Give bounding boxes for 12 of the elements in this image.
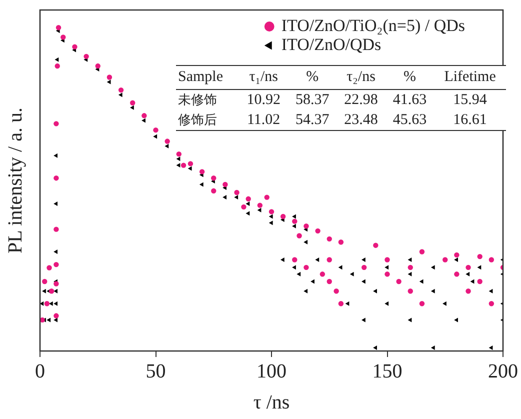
text: 未修饰 10.92 58.37 22.98 41.63 15.94 xyxy=(178,92,487,108)
x-tick-label: 0 xyxy=(35,360,45,382)
text: 修饰后 11.02 54.37 23.48 45.63 16.61 xyxy=(178,112,487,128)
text: Sample τ₁/ns % τ₂/ns % Lifetime xyxy=(178,69,496,85)
legend-label: ITO/ZnO/QDs xyxy=(281,34,382,54)
x-tick-label: 50 xyxy=(146,360,166,382)
y-axis-title: PL intensity / a. u. xyxy=(4,108,26,254)
x-tick-label: 100 xyxy=(256,360,286,382)
legend-label: ITO/ZnO/TiO₂(n=5) / QDs xyxy=(281,16,465,35)
x-axis-title: τ /ns xyxy=(253,391,290,414)
x-tick-label: 200 xyxy=(488,360,518,382)
x-tick-label: 150 xyxy=(372,360,402,382)
